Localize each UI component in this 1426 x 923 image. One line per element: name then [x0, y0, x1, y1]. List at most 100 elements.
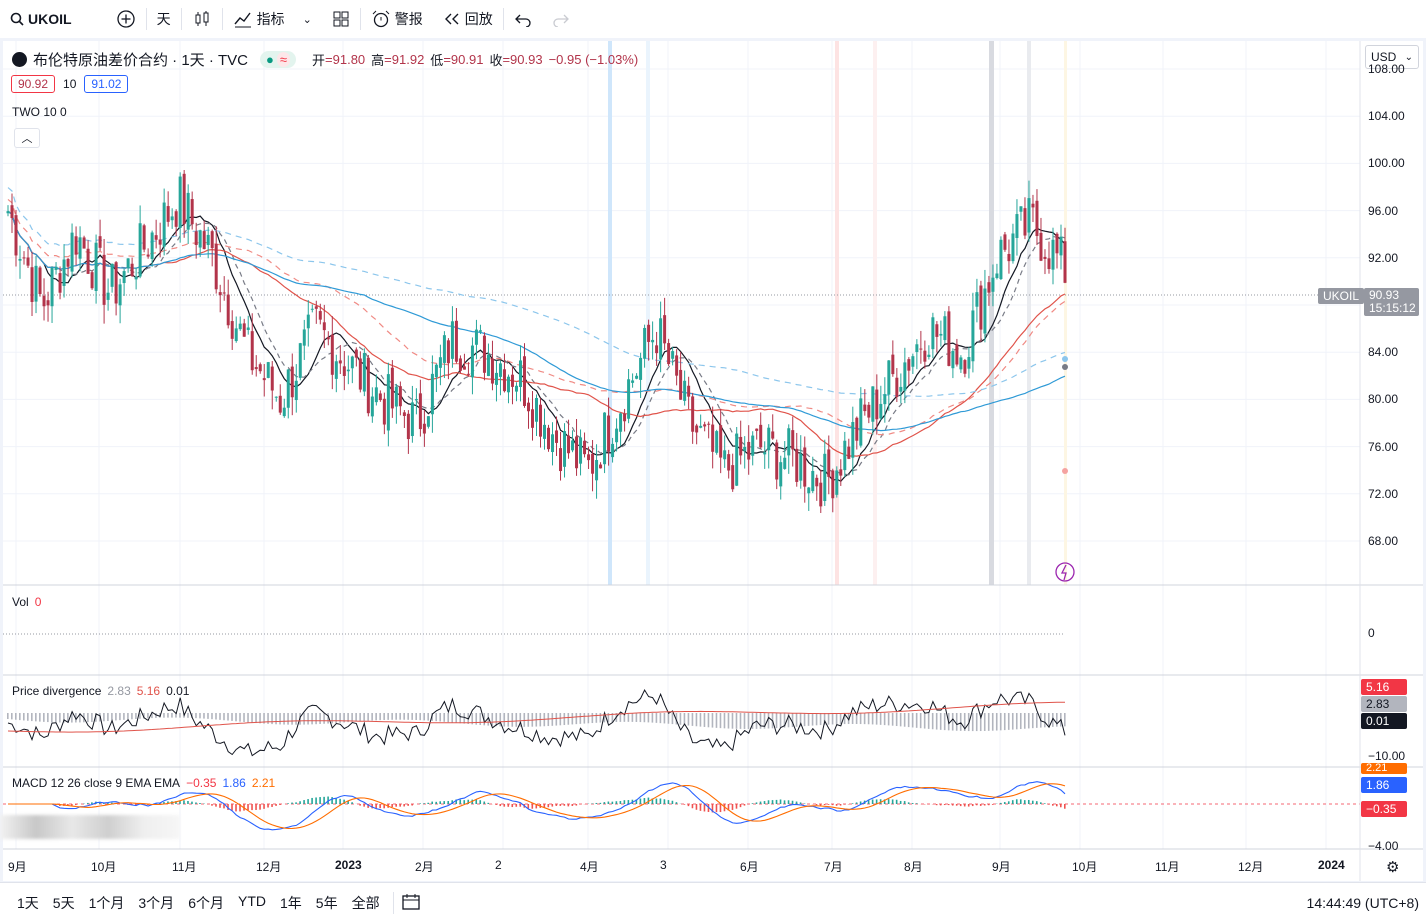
candle	[811, 471, 814, 491]
settings-gear-icon[interactable]: ⚙	[1386, 858, 1399, 876]
replay-button[interactable]: 回放	[433, 0, 503, 38]
divergence-bar	[391, 713, 393, 720]
candle	[823, 454, 826, 501]
ma-110-dashed-line	[8, 188, 1065, 397]
candle	[263, 378, 266, 380]
macd-hist-bar	[612, 802, 614, 804]
layout-button[interactable]	[322, 0, 360, 38]
macd-hist-bar	[187, 801, 189, 804]
symbol-price-tag: UKOIL	[1318, 288, 1364, 304]
divergence-bar	[1056, 713, 1058, 727]
sell-price-button[interactable]: 90.92	[11, 75, 55, 93]
macd-hist-bar	[736, 804, 738, 809]
status-badge[interactable]: ● ≈	[260, 51, 296, 68]
alerts-button[interactable]: 警报	[361, 0, 433, 38]
macd-hist-bar	[908, 802, 910, 804]
buy-price-button[interactable]: 91.02	[84, 75, 128, 93]
range-button[interactable]: 5年	[309, 893, 345, 913]
legend-title[interactable]: 布伦特原油差价合约 · 1天 · TVC	[33, 49, 248, 70]
low-value: =90.91	[443, 52, 483, 67]
range-button[interactable]: 3个月	[131, 893, 181, 913]
chevron-down-icon[interactable]: ⌄	[303, 13, 312, 26]
macd-hist-bar	[568, 804, 570, 806]
candle	[635, 376, 638, 379]
add-symbol-button[interactable]	[106, 0, 146, 38]
range-button[interactable]: 5天	[46, 893, 82, 913]
search-icon	[10, 12, 24, 26]
range-button[interactable]: 6个月	[181, 893, 231, 913]
candle	[215, 244, 218, 289]
macd-hist-bar	[660, 798, 662, 804]
macd-hist-bar	[716, 804, 718, 812]
divergence-bar	[904, 713, 906, 727]
layout-grid-icon	[332, 10, 350, 28]
price-chart-svg[interactable]	[3, 41, 1423, 881]
chart-type-button[interactable]	[182, 0, 222, 38]
macd-hist-bar	[892, 799, 894, 804]
candle	[531, 409, 534, 428]
macd-hist-bar	[463, 800, 465, 804]
macd-legend[interactable]: MACD 12 26 close 9 EMA EMA −0.35 1.86 2.…	[12, 776, 275, 790]
symbol-search[interactable]: UKOIL	[0, 0, 82, 38]
candle	[1015, 214, 1018, 238]
indicators-button[interactable]: 指标 ⌄	[223, 0, 322, 38]
ma-10-line	[8, 211, 1065, 481]
highlight-band	[835, 41, 839, 585]
macd-hist-bar	[944, 804, 946, 805]
candle	[135, 277, 138, 279]
candle	[743, 447, 746, 451]
marker-dot	[1062, 364, 1068, 370]
macd-hist-bar	[608, 802, 610, 804]
clock-timezone[interactable]: 14:44:49 (UTC+8)	[1300, 895, 1426, 911]
divergence-bar	[319, 713, 321, 724]
divergence-bar	[1012, 713, 1014, 730]
time-axis-label: 12月	[256, 858, 281, 875]
divergence-bar	[628, 713, 630, 722]
range-button[interactable]: 1年	[273, 893, 309, 913]
redo-button[interactable]	[542, 0, 580, 38]
date-range-button[interactable]	[394, 892, 428, 915]
candle	[611, 444, 614, 457]
divergence-bar	[696, 713, 698, 726]
divergence-bar	[107, 713, 109, 721]
tvc-logo-icon	[12, 52, 27, 67]
chart-area[interactable]	[3, 41, 1423, 881]
divergence-bar	[31, 713, 33, 721]
candle	[127, 258, 130, 268]
indicator-two-legend[interactable]: TWO 10 0	[12, 105, 67, 119]
macd-hist-bar	[499, 804, 501, 806]
candle	[211, 231, 214, 248]
range-button[interactable]: 1天	[10, 893, 46, 913]
macd-value-3: 2.21	[252, 776, 275, 790]
divergence-bar	[427, 713, 429, 721]
range-button[interactable]: 1个月	[82, 893, 132, 913]
divergence-bar	[828, 713, 830, 725]
range-button[interactable]: YTD	[231, 893, 273, 913]
candle	[447, 340, 450, 363]
vol-legend[interactable]: Vol 0	[12, 595, 41, 609]
divergence-bar	[211, 713, 213, 719]
divergence-bar	[728, 713, 730, 729]
undo-button[interactable]	[504, 0, 542, 38]
divergence-bar	[451, 713, 453, 722]
candle	[511, 375, 514, 387]
interval-button[interactable]: 天	[147, 0, 181, 38]
highlight-band	[989, 41, 994, 585]
time-axis-label: 2024	[1318, 858, 1345, 872]
macd-hist-bar	[976, 804, 978, 805]
range-button[interactable]: 全部	[345, 893, 387, 913]
collapse-legend-button[interactable]: ︿	[14, 128, 40, 148]
divergence-bar	[832, 713, 834, 724]
candle	[987, 282, 990, 292]
divergence-bar	[876, 713, 878, 725]
indicator-two-label: TWO 10 0	[12, 105, 67, 119]
time-axis-label: 2023	[335, 858, 362, 872]
macd-hist-bar	[1040, 802, 1042, 804]
candle	[943, 316, 946, 340]
divergence-legend[interactable]: Price divergence 2.83 5.16 0.01	[12, 684, 189, 698]
divergence-bar	[399, 713, 401, 720]
macd-hist-bar	[511, 804, 513, 807]
candle	[563, 431, 566, 467]
symbol-label: UKOIL	[28, 11, 72, 27]
time-axis-label: 3	[660, 858, 667, 872]
